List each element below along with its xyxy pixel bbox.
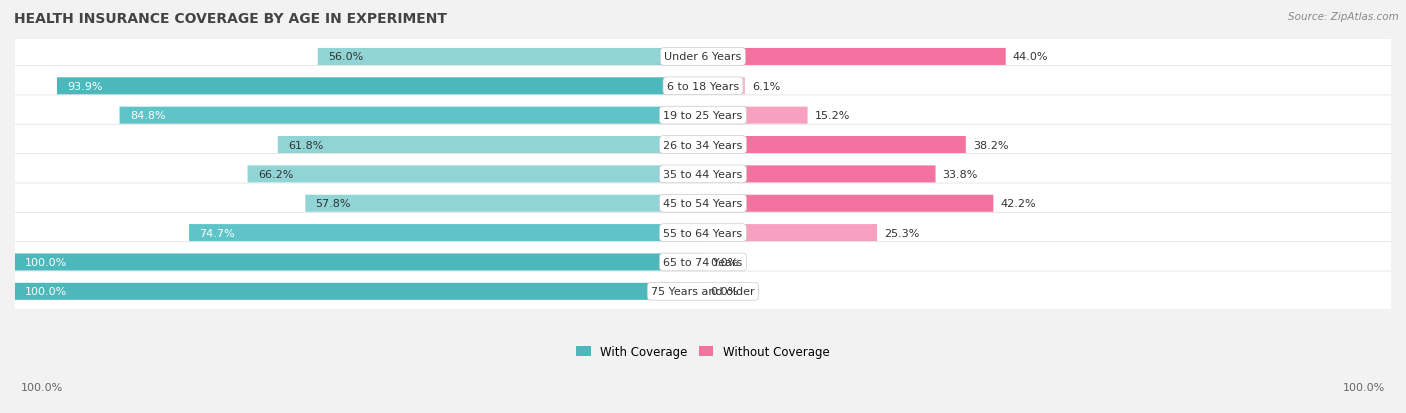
Text: 57.8%: 57.8%	[316, 199, 352, 209]
FancyBboxPatch shape	[318, 49, 703, 66]
Text: 38.2%: 38.2%	[973, 140, 1008, 150]
Text: 6 to 18 Years: 6 to 18 Years	[666, 82, 740, 92]
FancyBboxPatch shape	[15, 283, 703, 300]
FancyBboxPatch shape	[703, 225, 877, 242]
Text: 66.2%: 66.2%	[257, 169, 294, 180]
Text: 19 to 25 Years: 19 to 25 Years	[664, 111, 742, 121]
FancyBboxPatch shape	[703, 78, 745, 95]
Text: 0.0%: 0.0%	[710, 287, 738, 297]
Text: 42.2%: 42.2%	[1000, 199, 1036, 209]
Text: 35 to 44 Years: 35 to 44 Years	[664, 169, 742, 180]
Text: 75 Years and older: 75 Years and older	[651, 287, 755, 297]
FancyBboxPatch shape	[305, 195, 703, 212]
FancyBboxPatch shape	[120, 107, 703, 124]
FancyBboxPatch shape	[10, 242, 1396, 282]
FancyBboxPatch shape	[10, 271, 1396, 312]
Text: 100.0%: 100.0%	[21, 382, 63, 392]
Text: 55 to 64 Years: 55 to 64 Years	[664, 228, 742, 238]
FancyBboxPatch shape	[703, 166, 935, 183]
FancyBboxPatch shape	[10, 66, 1396, 107]
Text: 100.0%: 100.0%	[25, 257, 67, 267]
Text: 100.0%: 100.0%	[1343, 382, 1385, 392]
FancyBboxPatch shape	[703, 137, 966, 154]
Text: 15.2%: 15.2%	[814, 111, 849, 121]
FancyBboxPatch shape	[10, 213, 1396, 253]
Text: 84.8%: 84.8%	[129, 111, 166, 121]
Text: 74.7%: 74.7%	[200, 228, 235, 238]
FancyBboxPatch shape	[10, 154, 1396, 195]
Text: 56.0%: 56.0%	[328, 52, 363, 62]
FancyBboxPatch shape	[58, 78, 703, 95]
Text: HEALTH INSURANCE COVERAGE BY AGE IN EXPERIMENT: HEALTH INSURANCE COVERAGE BY AGE IN EXPE…	[14, 12, 447, 26]
Text: Source: ZipAtlas.com: Source: ZipAtlas.com	[1288, 12, 1399, 22]
Text: 25.3%: 25.3%	[884, 228, 920, 238]
Text: 33.8%: 33.8%	[942, 169, 977, 180]
FancyBboxPatch shape	[10, 183, 1396, 224]
FancyBboxPatch shape	[278, 137, 703, 154]
FancyBboxPatch shape	[703, 49, 1005, 66]
Text: 44.0%: 44.0%	[1012, 52, 1047, 62]
FancyBboxPatch shape	[10, 96, 1396, 136]
FancyBboxPatch shape	[247, 166, 703, 183]
FancyBboxPatch shape	[10, 125, 1396, 165]
FancyBboxPatch shape	[10, 37, 1396, 78]
Text: 45 to 54 Years: 45 to 54 Years	[664, 199, 742, 209]
FancyBboxPatch shape	[188, 225, 703, 242]
Text: 93.9%: 93.9%	[67, 82, 103, 92]
FancyBboxPatch shape	[15, 254, 703, 271]
Text: Under 6 Years: Under 6 Years	[665, 52, 741, 62]
Text: 61.8%: 61.8%	[288, 140, 323, 150]
FancyBboxPatch shape	[703, 107, 807, 124]
Legend: With Coverage, Without Coverage: With Coverage, Without Coverage	[572, 340, 834, 363]
Text: 26 to 34 Years: 26 to 34 Years	[664, 140, 742, 150]
Text: 0.0%: 0.0%	[710, 257, 738, 267]
FancyBboxPatch shape	[703, 195, 993, 212]
Text: 65 to 74 Years: 65 to 74 Years	[664, 257, 742, 267]
Text: 6.1%: 6.1%	[752, 82, 780, 92]
Text: 100.0%: 100.0%	[25, 287, 67, 297]
